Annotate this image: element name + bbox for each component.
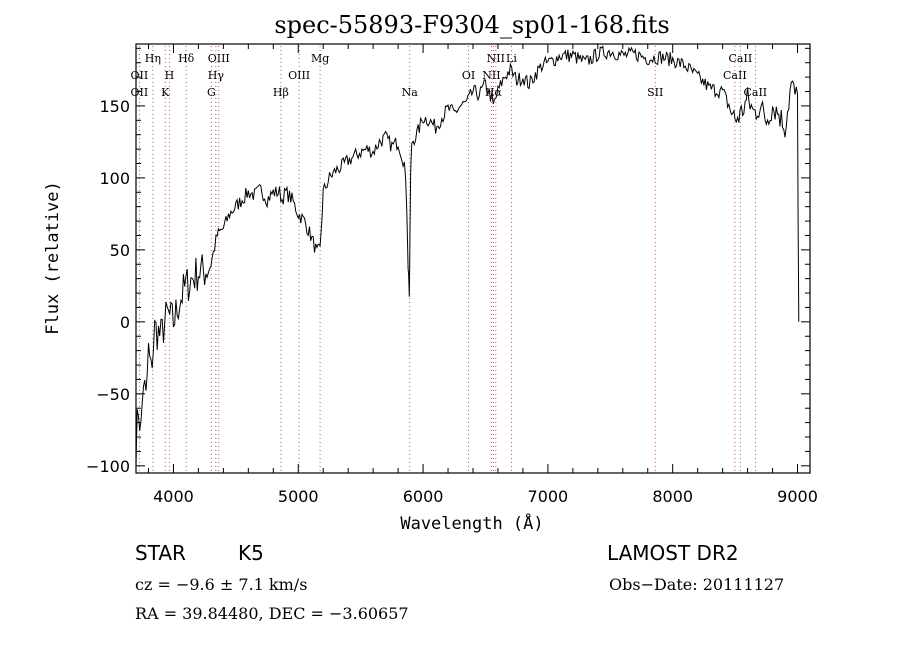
spectral-line-label: Li <box>506 52 517 65</box>
x-tick-label: 9000 <box>777 487 818 506</box>
x-tick-label: 4000 <box>153 487 194 506</box>
object-class: STAR <box>135 541 186 565</box>
y-tick-label: 0 <box>120 313 130 332</box>
redshift-readout: cz = −9.6 ± 7.1 km/s <box>135 575 308 594</box>
spectral-line-label: OII <box>131 86 149 99</box>
x-tick-label: 6000 <box>403 487 444 506</box>
x-tick-label: 5000 <box>278 487 319 506</box>
spectral-line-label: CaII <box>743 86 767 99</box>
spectral-line-label: K <box>161 86 170 99</box>
y-tick-label: 150 <box>99 97 130 116</box>
observation-date: Obs−Date: 20111127 <box>609 575 785 594</box>
coordinates-readout: RA = 39.84480, DEC = −3.60657 <box>135 604 409 623</box>
y-tick-label: 50 <box>110 241 130 260</box>
spectral-line-label: Hδ <box>178 52 195 65</box>
spectral-line-label: Hη <box>145 52 161 65</box>
chart-title: spec-55893-F9304_sp01-168.fits <box>274 11 669 39</box>
spectral-line-label: Hβ <box>273 86 289 99</box>
survey-name: LAMOST DR2 <box>607 541 739 565</box>
spectral-subclass: K5 <box>238 541 264 565</box>
x-tick-label: 8000 <box>652 487 693 506</box>
y-tick-label: −100 <box>86 457 130 476</box>
y-tick-label: −50 <box>96 385 130 404</box>
spectral-line-label: OIII <box>208 52 230 65</box>
spectral-line-label: CaII <box>723 69 747 82</box>
spectral-line-label: CaII <box>729 52 753 65</box>
spectral-line-label: NII <box>487 52 505 65</box>
x-axis-ticks: 4000 5000 6000 7000 8000 9000 <box>147 44 818 506</box>
y-axis-ticks: −100 −50 0 50 100 150 <box>86 47 810 476</box>
spectrum-series-line <box>135 45 800 465</box>
y-axis-label: Flux (relative) <box>43 181 63 335</box>
spectral-line-label: OII <box>131 69 149 82</box>
spectral-line-label: Mg <box>311 52 329 65</box>
y-tick-label: 100 <box>99 169 130 188</box>
spectral-line-label: SII <box>647 86 663 99</box>
plot-frame <box>135 43 811 474</box>
spectral-line-label: OIII <box>288 69 310 82</box>
spectral-line-label: Na <box>402 86 419 99</box>
spectral-line-label: NII <box>482 69 500 82</box>
spectral-line-label: Hγ <box>208 69 225 82</box>
spectral-line-label: H <box>165 69 175 82</box>
x-tick-label: 7000 <box>528 487 569 506</box>
spectral-line-markers <box>138 46 756 473</box>
spectral-line-label: OI <box>462 69 475 82</box>
x-axis-label: Wavelength (Å) <box>400 512 543 534</box>
spectral-line-label: G <box>207 86 216 99</box>
